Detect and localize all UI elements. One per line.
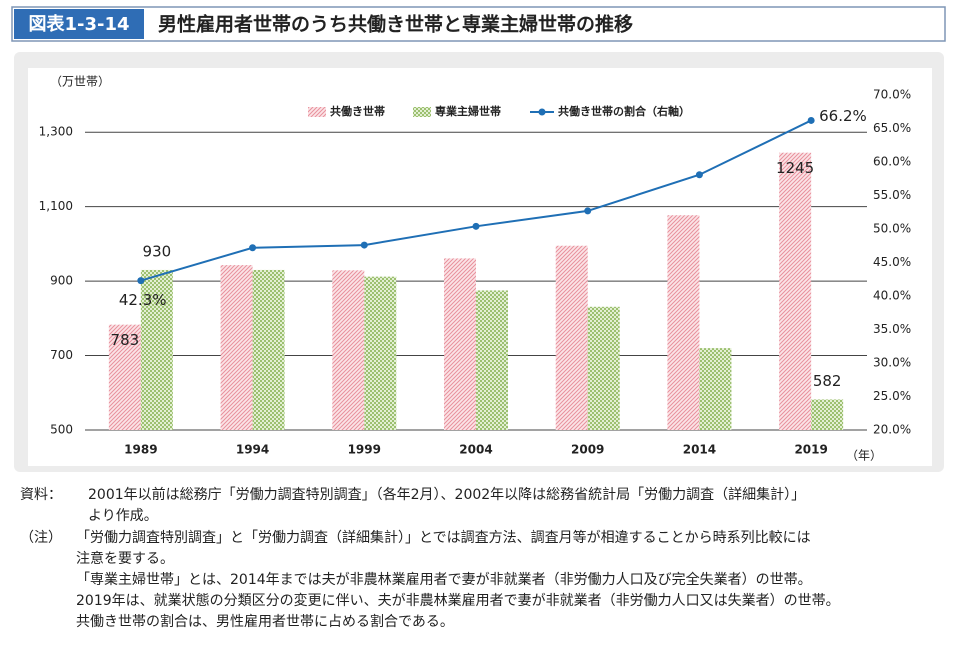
note-line: 共働き世帯の割合は、男性雇用者世帯に占める割合である。 [76, 613, 454, 630]
data-label: 930 [143, 242, 172, 260]
y2-tick-label: 55.0% [873, 188, 911, 202]
x-tick-label: 1994 [236, 443, 269, 457]
bar [332, 270, 365, 430]
bar [108, 324, 141, 430]
data-label: 582 [813, 372, 842, 390]
x-tick-label: 2004 [459, 443, 492, 457]
line-point [472, 222, 480, 230]
legend-label: 共働き世帯の割合（右軸） [558, 104, 690, 118]
x-tick-label: 1989 [124, 443, 157, 457]
bar [699, 348, 732, 430]
y-axis-label: （万世帯） [50, 75, 110, 89]
y-tick-label: 1,300 [39, 125, 73, 139]
y2-tick-label: 45.0% [873, 255, 911, 269]
source-line: 2001年以前は総務庁「労働力調査特別調査」（各年2月）、2002年以降は総務省… [88, 486, 805, 503]
y2-tick-label: 50.0% [873, 222, 911, 236]
note-line: 「専業主婦世帯」とは、2014年までは夫が非農林業雇用者で妻が非就業者（非労働力… [76, 571, 812, 588]
legend-label: 共働き世帯 [330, 104, 385, 118]
bar [220, 265, 253, 430]
source-label: 資料： [20, 487, 62, 503]
data-label: 42.3% [119, 291, 167, 309]
x-tick-label: 2019 [794, 443, 827, 457]
note-label: （注） [20, 530, 62, 546]
y2-tick-label: 70.0% [873, 88, 911, 102]
y-tick-label: 700 [50, 348, 73, 362]
line-point [249, 244, 257, 252]
y-tick-label: 500 [50, 423, 73, 437]
y-tick-label: 1,100 [39, 199, 73, 213]
line-point [137, 277, 145, 285]
x-tick-label: 1999 [348, 443, 381, 457]
y2-tick-label: 40.0% [873, 289, 911, 303]
data-label: 1245 [776, 159, 814, 177]
note-line: 「労働力調査特別調査」と「労働力調査（詳細集計）」とでは調査方法、調査月等が相違… [76, 529, 811, 546]
legend-swatch [308, 107, 326, 117]
figure-number-box [14, 9, 144, 39]
note-line: 注意を要する。 [76, 550, 174, 567]
y2-tick-label: 25.0% [873, 389, 911, 403]
bar [587, 306, 620, 430]
bar [555, 245, 588, 430]
bar [779, 152, 812, 430]
y2-tick-label: 65.0% [873, 121, 911, 135]
line-point [584, 207, 592, 215]
figure-number: 図表1-3-14 [28, 13, 129, 35]
legend-label: 専業主婦世帯 [435, 104, 501, 118]
figure-title: 男性雇用者世帯のうち共働き世帯と専業主婦世帯の推移 [158, 13, 633, 36]
data-label: 783 [111, 331, 140, 349]
data-label: 66.2% [819, 107, 867, 125]
legend-marker [538, 108, 546, 116]
x-axis-label: （年） [846, 449, 882, 463]
line-point [360, 241, 368, 249]
bar [252, 269, 285, 430]
legend-swatch [413, 107, 431, 117]
note-line: 2019年は、就業状態の分類区分の変更に伴い、夫が非農林業雇用者で妻が非就業者（… [76, 592, 840, 609]
y-tick-label: 900 [50, 274, 73, 288]
x-tick-label: 2014 [683, 443, 716, 457]
source-line: より作成。 [88, 508, 158, 524]
y2-tick-label: 20.0% [873, 423, 911, 437]
bar [476, 290, 508, 430]
y2-tick-label: 30.0% [873, 356, 911, 370]
bar [444, 258, 476, 430]
x-tick-label: 2009 [571, 443, 604, 457]
bar [667, 215, 700, 430]
line-point [807, 116, 815, 124]
bar [811, 399, 844, 430]
y2-tick-label: 35.0% [873, 322, 911, 336]
bar [364, 276, 397, 430]
header-box [11, 6, 946, 42]
bar [140, 269, 173, 430]
line-point [695, 171, 703, 179]
y2-tick-label: 60.0% [873, 155, 911, 169]
